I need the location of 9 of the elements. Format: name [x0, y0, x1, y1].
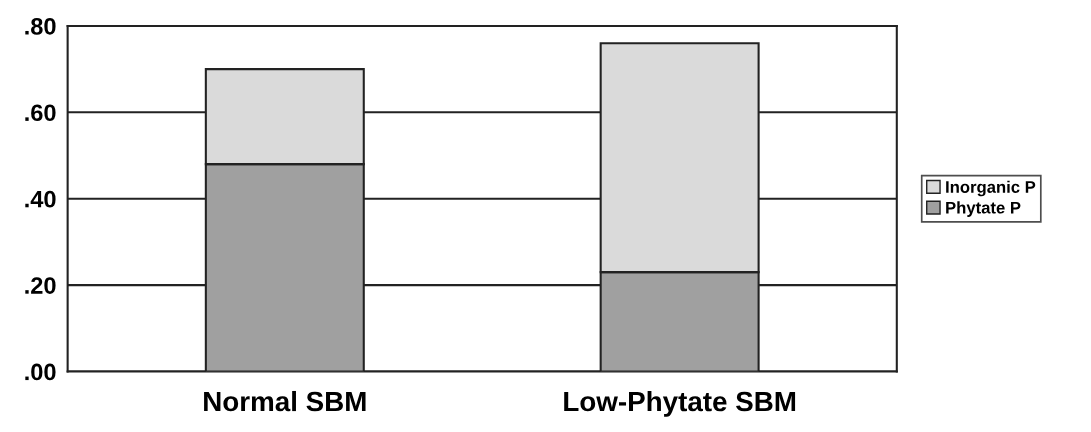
y-tick-label: .60 [25, 104, 56, 122]
y-tick-label: .40 [25, 190, 56, 208]
x-tick-label: Low-Phytate SBM [564, 390, 796, 417]
y-tick-label: .00 [25, 363, 56, 381]
y-tick-label: .20 [25, 277, 56, 294]
legend-label: Inorganic P [946, 180, 1036, 197]
x-tick-label: Normal SBM [204, 390, 366, 412]
y-tick-label: .80 [25, 17, 56, 35]
legend-label: Phytate P [946, 201, 1021, 217]
